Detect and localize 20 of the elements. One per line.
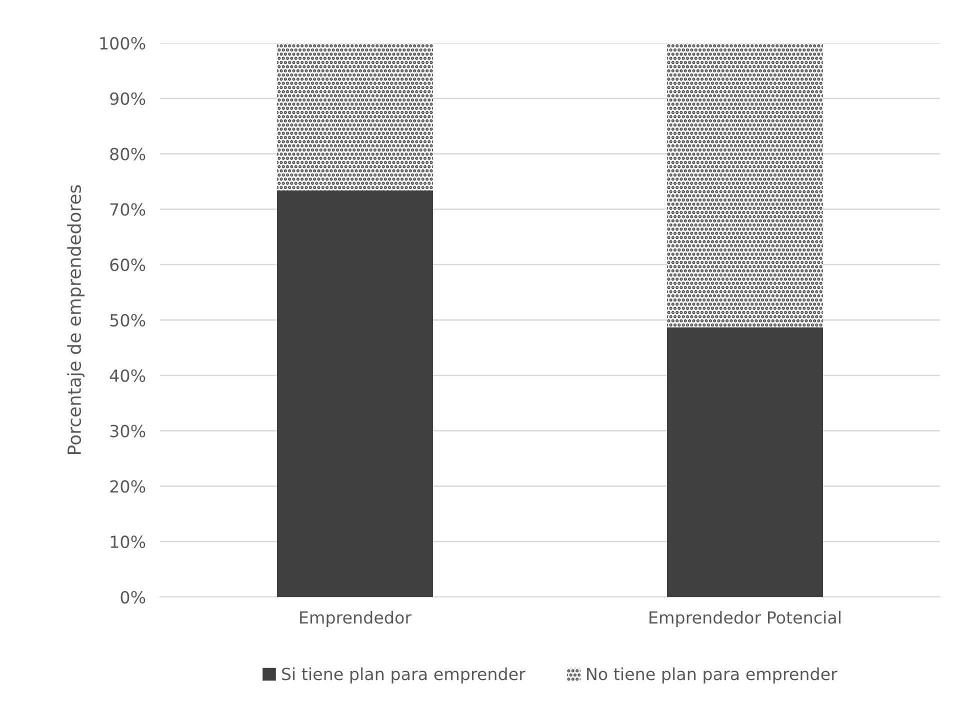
bar bbox=[667, 327, 823, 597]
y-tick-label: 50% bbox=[110, 314, 146, 327]
y-tick-label: 80% bbox=[110, 148, 146, 160]
y-tick-label: 40% bbox=[110, 369, 146, 382]
y-tick-label: 30% bbox=[110, 424, 146, 438]
legend-label: No tiene plan para emprender bbox=[587, 667, 838, 684]
y-tick-label: 20% bbox=[110, 480, 146, 493]
y-tick-label: 90% bbox=[110, 92, 146, 105]
x-tick-label: Emprendedor Potencial bbox=[650, 610, 840, 628]
y-tick-label: 60% bbox=[110, 258, 146, 272]
legend-label: Si tiene plan para emprender bbox=[282, 667, 526, 684]
x-tick-label: Emprendedor bbox=[300, 610, 412, 628]
bar bbox=[667, 43, 823, 328]
y-tick-label: 100% bbox=[100, 36, 146, 50]
bar bbox=[277, 190, 433, 597]
y-axis-title: Porcentaje de emprendedores bbox=[67, 185, 85, 454]
y-tick-label: 70% bbox=[110, 203, 146, 216]
y-tick-label: 10% bbox=[110, 536, 146, 548]
y-tick-label: 0% bbox=[120, 590, 146, 604]
bar bbox=[277, 43, 433, 190]
